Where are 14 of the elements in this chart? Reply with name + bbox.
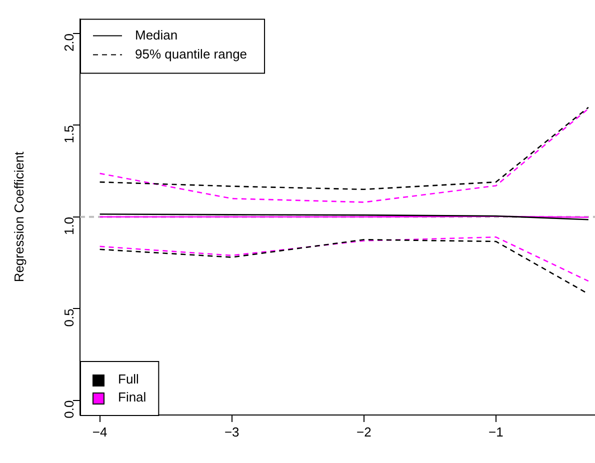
y-tick-label: 1.0 <box>62 216 77 235</box>
y-tick-label: 0.0 <box>62 400 77 418</box>
x-tick-label: −2 <box>356 424 372 440</box>
y-tick-label: 2.0 <box>62 33 77 52</box>
annotation: Median <box>135 27 178 42</box>
y-tick-label: 1.5 <box>62 125 77 144</box>
x-tick-label: −3 <box>224 424 240 440</box>
y-axis-title: Regression Coefficient <box>11 151 26 282</box>
legend-label: Final <box>118 390 146 405</box>
legend-label: Full <box>118 372 140 387</box>
x-tick-label: −1 <box>488 424 504 440</box>
annotation: 95% quantile range <box>135 46 248 62</box>
x-tick-label: −4 <box>92 424 108 440</box>
y-tick-label: 0.5 <box>62 308 77 327</box>
